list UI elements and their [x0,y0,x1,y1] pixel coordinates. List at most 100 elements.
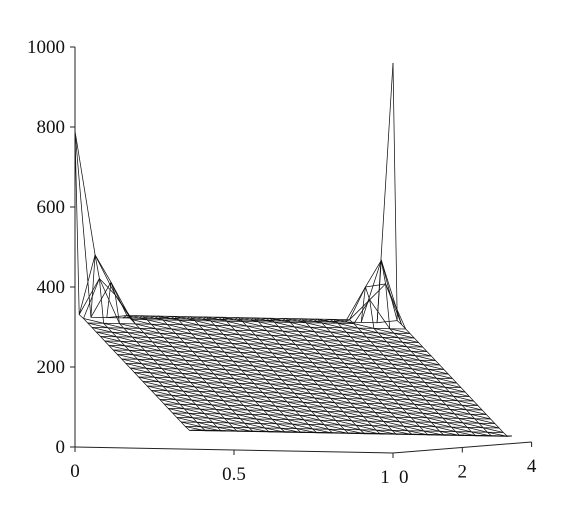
mesh-diagonal-line [365,385,386,391]
mesh-diagonal-line [400,372,421,379]
mesh-diagonal-line [255,334,276,341]
mesh-diagonal-line [350,336,371,342]
mesh-diagonal-line [329,380,350,386]
mesh-diagonal-line [303,353,325,359]
mesh-diagonal-line [173,364,194,370]
mesh-diagonal-line [209,369,230,375]
mesh-diagonal-line [201,360,222,366]
mesh-diagonal-line [175,399,196,405]
mesh-diagonal-line [350,402,371,409]
mesh-diagonal-line [78,278,100,315]
mesh-diagonal-line [318,335,340,342]
mesh-diagonal-line [157,363,178,370]
mesh-diagonal-line [161,368,183,374]
mesh-diagonal-line [158,381,179,387]
mesh-diagonal-line [162,319,184,326]
mesh-diagonal-line [390,412,412,418]
mesh-diagonal-line [467,427,488,433]
mesh-diagonal-line [399,421,420,427]
mesh-diagonal-line [184,408,205,414]
mesh-diagonal-line [160,350,182,357]
mesh-diagonal-line [256,352,277,358]
mesh-diagonal-line [226,320,247,327]
mesh-diagonal-line [451,426,472,433]
mesh-diagonal-line [164,403,185,410]
mesh-diagonal-line [334,402,355,408]
mesh-diagonal-line [179,403,201,410]
mesh-diagonal-line [242,387,263,393]
mesh-diagonal-line [252,414,273,420]
mesh-diagonal-line [212,422,234,428]
mesh-diagonal-line [410,350,432,357]
mesh-diagonal-line [211,338,232,344]
mesh-diagonal-line [174,381,195,388]
mesh-diagonal-line [288,419,309,425]
mesh-diagonal-line [318,402,340,408]
mesh-diagonal-line [166,372,187,379]
mesh-diagonal-line [219,395,240,402]
mesh-diagonal-line [288,352,309,359]
mesh-diagonal-line [119,323,140,329]
mesh-diagonal-line [402,341,423,348]
mesh-diagonal-line [280,361,301,368]
mesh-diagonal-line [378,398,399,405]
mesh-diagonal-line [250,396,272,402]
mesh-diagonal-line [246,391,267,398]
mesh-diagonal-line [374,345,396,352]
mesh-diagonal-line [203,329,224,335]
mesh-diagonal-line [248,361,270,367]
mesh-diagonal-line [341,376,362,382]
mesh-diagonal-line [415,355,436,361]
mesh-diagonal-line [255,400,276,407]
mesh-diagonal-line [317,318,338,324]
mesh-diagonal-line [450,409,471,415]
mesh-diagonal-line [292,423,313,430]
mesh-column-line [74,130,194,431]
mesh-diagonal-line [395,350,416,357]
mesh-diagonal-line [114,294,136,325]
mesh-diagonal-line [144,350,166,356]
mesh-diagonal-line [206,316,227,322]
mesh-diagonal-line [251,347,273,354]
mesh-diagonal-line [130,367,151,374]
mesh-diagonal-line [269,317,291,323]
mesh-diagonal-line [188,346,209,353]
mesh-diagonal-line [235,396,256,402]
mesh-diagonal-line [330,331,351,338]
mesh-diagonal-line [454,413,475,420]
mesh-diagonal-line [391,363,413,370]
mesh-diagonal-line [240,418,261,424]
mesh-diagonal-line [458,418,479,424]
mesh-diagonal-line [116,336,137,342]
mesh-diagonal-line [343,411,364,417]
mesh-diagonal-line [355,358,377,365]
mesh-diagonal-line [141,363,163,369]
mesh-diagonal-line [261,374,282,381]
mesh-diagonal-line [291,406,312,412]
mesh-diagonal-line [215,409,237,415]
mesh-diagonal-line [283,348,305,354]
mesh-diagonal-line [354,407,376,413]
mesh-diagonal-line [237,365,258,371]
mesh-diagonal-line [159,399,181,405]
mesh-diagonal-line [232,360,254,367]
mesh-diagonal-line [171,394,192,401]
mesh-diagonal-line [74,130,96,255]
mesh-diagonal-line [383,354,404,361]
mesh-diagonal-line [125,363,147,369]
mesh-diagonal-line [418,408,439,414]
mesh-diagonal-line [271,334,292,341]
mesh-diagonal-line [419,426,440,432]
mesh-diagonal-line [142,315,164,321]
mesh-diagonal-line [158,315,179,321]
mesh-diagonal-line [385,390,406,396]
mesh-diagonal-line [147,319,168,325]
mesh-diagonal-line [152,341,173,348]
mesh-diagonal-line [238,317,259,323]
mesh-diagonal-line [204,346,225,353]
mesh-diagonal-line [362,398,383,405]
mesh-diagonal-line [328,362,349,369]
mesh-diagonal-line [210,386,231,393]
mesh-diagonal-line [198,324,220,331]
mesh-diagonal-line [285,383,307,390]
